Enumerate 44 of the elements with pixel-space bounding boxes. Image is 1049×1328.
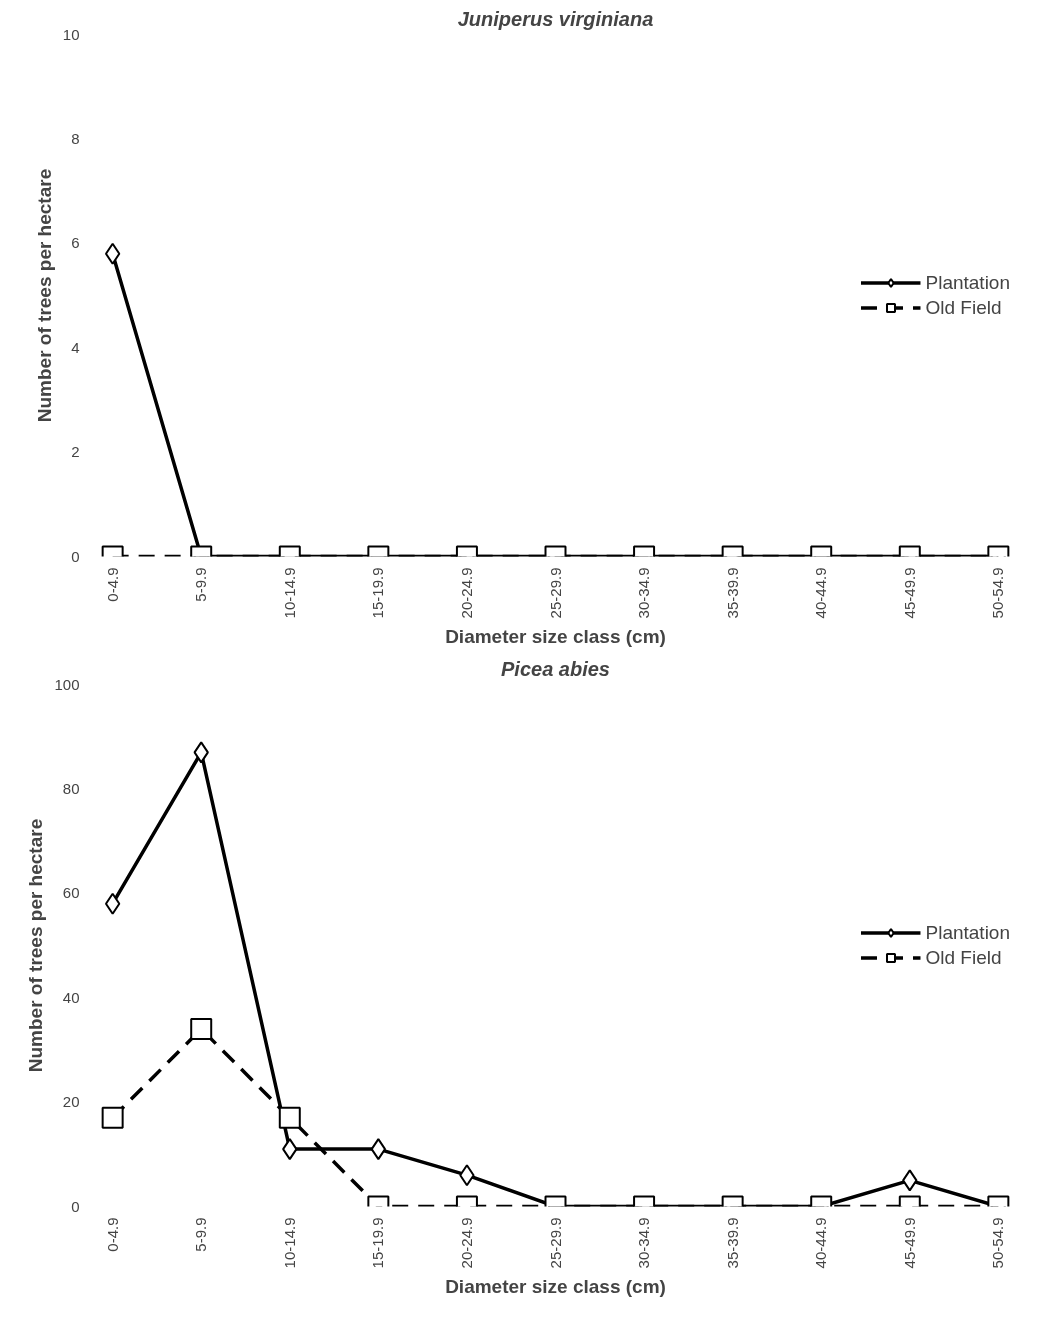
- y-tick-label: 10: [62, 25, 80, 43]
- x-tick-label: 35-39.9: [723, 567, 741, 619]
- legend-label: Old Field: [925, 946, 1002, 969]
- x-tick-label: 0-4.9: [103, 567, 121, 602]
- y-tick-label: 100: [54, 675, 80, 693]
- x-tick-label: 10-14.9: [280, 1217, 298, 1269]
- y-tick-label: 2: [71, 443, 80, 461]
- x-tick-label: 45-49.9: [900, 1217, 918, 1269]
- y-axis-title: Number of trees per hectare: [25, 818, 47, 1073]
- y-tick-label: 8: [71, 129, 80, 147]
- x-tick-label: 20-24.9: [457, 567, 475, 619]
- chart-title: Juniperus virginiana: [457, 7, 654, 30]
- legend-label: Plantation: [925, 921, 1010, 944]
- y-tick-label: 0: [71, 547, 80, 565]
- x-tick-label: 50-54.9: [989, 567, 1007, 619]
- chart-title: Picea abies: [501, 657, 610, 680]
- x-tick-label: 10-14.9: [280, 567, 298, 619]
- x-tick-label: 5-9.9: [192, 1217, 210, 1252]
- y-tick-label: 40: [62, 988, 80, 1006]
- x-tick-label: 15-19.9: [369, 1217, 387, 1269]
- legend-label: Plantation: [925, 271, 1010, 294]
- y-tick-label: 60: [62, 884, 80, 902]
- x-tick-label: 20-24.9: [457, 1217, 475, 1269]
- x-tick-label: 25-29.9: [546, 567, 564, 619]
- x-tick-label: 25-29.9: [546, 1217, 564, 1269]
- y-tick-label: 4: [71, 338, 80, 356]
- x-tick-label: 45-49.9: [900, 567, 918, 619]
- y-tick-label: 80: [62, 779, 80, 797]
- x-tick-label: 40-44.9: [812, 1217, 830, 1269]
- x-tick-label: 50-54.9: [989, 1217, 1007, 1269]
- y-tick-label: 20: [62, 1093, 80, 1111]
- legend-label: Old Field: [925, 296, 1002, 319]
- x-tick-label: 40-44.9: [812, 567, 830, 619]
- x-tick-label: 5-9.9: [192, 567, 210, 602]
- y-axis-title: Number of trees per hectare: [33, 168, 55, 423]
- x-axis-title: Diameter size class (cm): [445, 1276, 666, 1298]
- x-axis-title: Diameter size class (cm): [445, 626, 666, 648]
- x-tick-label: 35-39.9: [723, 1217, 741, 1269]
- y-tick-label: 6: [71, 234, 80, 252]
- x-tick-label: 30-34.9: [635, 567, 653, 619]
- x-tick-label: 15-19.9: [369, 567, 387, 619]
- x-tick-label: 0-4.9: [103, 1217, 121, 1252]
- y-tick-label: 0: [71, 1197, 80, 1215]
- x-tick-label: 30-34.9: [635, 1217, 653, 1269]
